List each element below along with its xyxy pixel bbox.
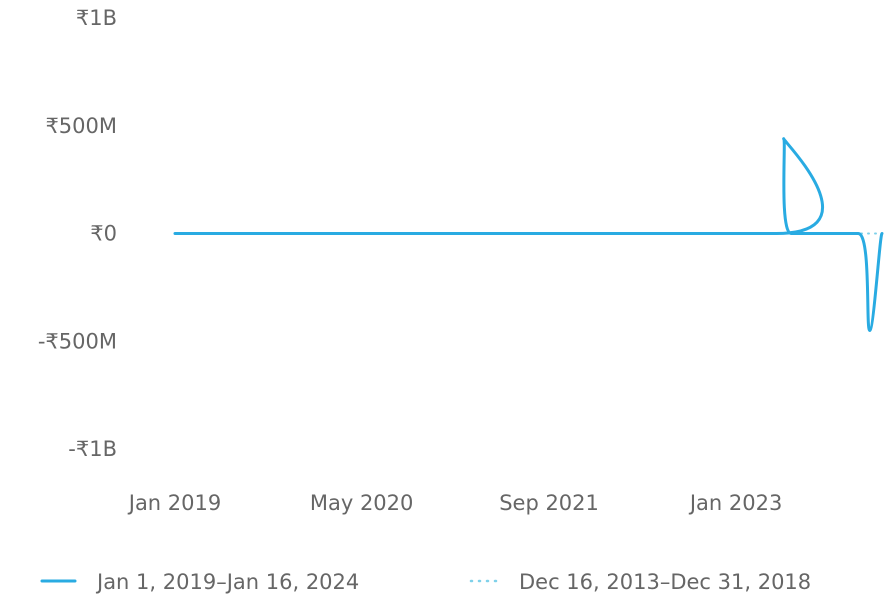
plot-area (173, 137, 884, 332)
x-tick-label: Jan 2023 (688, 491, 783, 515)
legend-item-current: Jan 1, 2019–Jan 16, 2024 (40, 570, 359, 594)
y-axis: ₹1B ₹500M ₹0 -₹500M -₹1B (38, 6, 117, 461)
legend-item-previous: Dec 16, 2013–Dec 31, 2018 (469, 570, 811, 594)
x-tick-label: Jan 2019 (127, 491, 222, 515)
x-axis: Jan 2019 May 2020 Sep 2021 Jan 2023 (127, 491, 783, 515)
y-tick-label: ₹500M (45, 114, 117, 138)
legend-label: Jan 1, 2019–Jan 16, 2024 (95, 570, 359, 594)
legend: Jan 1, 2019–Jan 16, 2024 Dec 16, 2013–Dec… (40, 570, 811, 594)
y-tick-label: -₹1B (68, 437, 117, 461)
series-line-current (173, 137, 884, 332)
x-tick-label: Sep 2021 (499, 491, 599, 515)
y-tick-label: ₹1B (76, 6, 117, 30)
legend-label: Dec 16, 2013–Dec 31, 2018 (519, 570, 811, 594)
y-tick-label: -₹500M (38, 329, 117, 353)
y-tick-label: ₹0 (90, 222, 117, 246)
x-tick-label: May 2020 (310, 491, 414, 515)
